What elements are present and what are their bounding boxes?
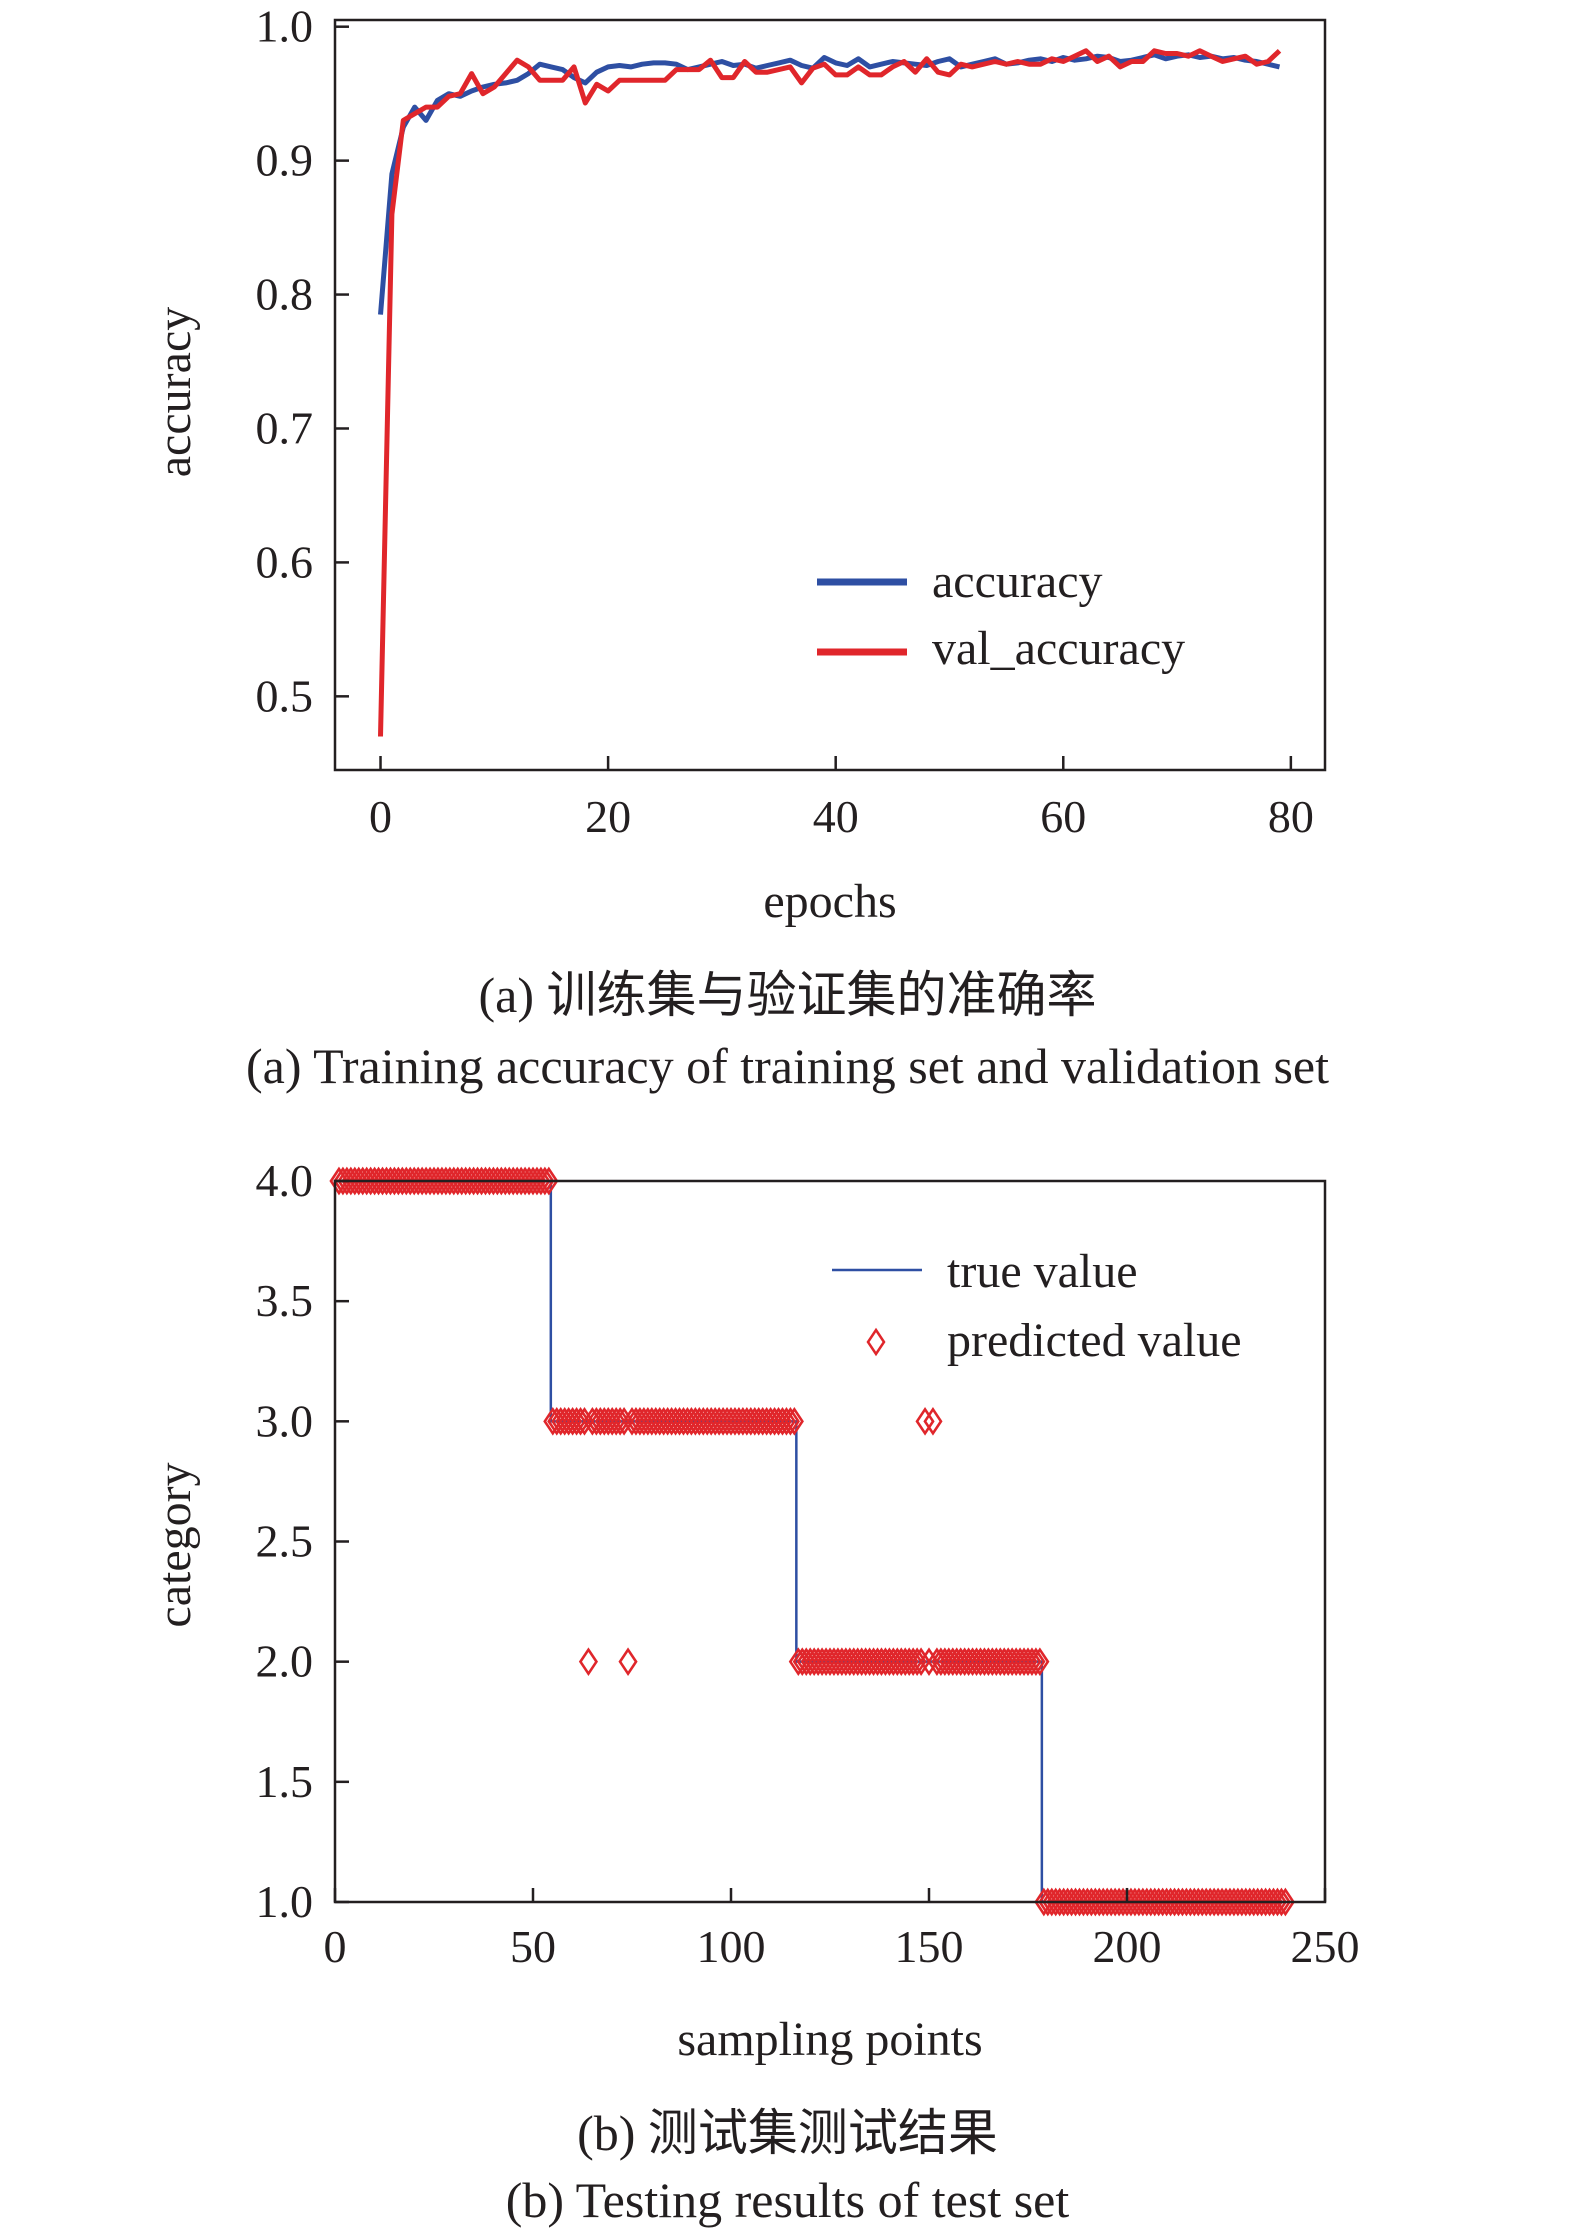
predicted-point [535, 1166, 555, 1196]
predicted-point [566, 1406, 587, 1436]
x-tick-label-b: 100 [697, 1921, 766, 1972]
legend-b: true value predicted value [832, 1245, 1242, 1367]
x-tick-label-b: 0 [324, 1921, 347, 1972]
predicted-point [1026, 1647, 1046, 1677]
predicted-point [578, 1647, 599, 1677]
y-tick-label-b: 1.5 [256, 1756, 314, 1807]
predicted-point [915, 1406, 935, 1436]
x-tick-label-b: 150 [895, 1921, 964, 1972]
caption-a-english: (a) Training accuracy of training set an… [245, 1038, 1329, 1094]
x-tick-label: 20 [585, 791, 631, 842]
predicted-point [618, 1647, 638, 1677]
series-line-val-accuracy [378, 48, 1282, 737]
predicted-point [903, 1647, 923, 1677]
x-tick-label: 60 [1040, 791, 1086, 842]
predicted-point [1271, 1887, 1292, 1917]
caption-b-english: (b) Testing results of test set [505, 2172, 1070, 2228]
legend-label-predicted-value: predicted value [947, 1314, 1242, 1367]
predicted-point [780, 1406, 800, 1436]
predicted-point [1030, 1647, 1050, 1677]
predicted-point [1267, 1887, 1288, 1917]
predicted-point [606, 1406, 626, 1436]
x-axis-label-b: sampling points [677, 2013, 982, 2066]
y-tick-label-b: 3.5 [256, 1275, 314, 1326]
y-tick-label: 1.0 [256, 1, 314, 52]
predicted-point [911, 1647, 931, 1677]
predicted-point [1022, 1647, 1042, 1677]
y-tick-label-b: 4.0 [256, 1155, 314, 1206]
predicted-point [531, 1166, 551, 1196]
predicted-point [539, 1166, 559, 1196]
y-tick-label-b: 2.5 [256, 1516, 314, 1567]
y-tick-label-b: 1.0 [256, 1876, 314, 1927]
x-tick-label-b: 250 [1291, 1921, 1360, 1972]
legend-label-val-accuracy: val_accuracy [932, 622, 1185, 675]
y-tick-label: 0.8 [256, 269, 314, 320]
y-tick-label: 0.9 [256, 135, 314, 186]
caption-a-chinese: (a) 训练集与验证集的准确率 [478, 967, 1097, 1023]
x-axis-label: epochs [763, 875, 896, 928]
legend-label-true-value: true value [947, 1245, 1138, 1298]
predicted-point [1275, 1887, 1295, 1917]
y-axis-label-b: category [148, 1462, 201, 1627]
plot-frame-b [333, 1179, 1327, 1904]
plot-frame [333, 18, 1327, 772]
y-tick-label: 0.7 [256, 402, 314, 453]
y-axis-label: accuracy [148, 307, 201, 478]
legend: accuracy val_accuracy [817, 555, 1185, 675]
x-tick-label: 0 [369, 791, 392, 842]
true-value-line [338, 1179, 1286, 1904]
x-tick-label: 40 [813, 791, 859, 842]
predicted-point [784, 1406, 804, 1436]
caption-b-chinese: (b) 测试集测试结果 [577, 2105, 998, 2161]
legend-label-accuracy: accuracy [932, 555, 1103, 608]
accuracy-chart: 0 20 40 60 80 0.5 0.6 0.7 0.8 0.9 1.0 epochs accur… [148, 1, 1327, 928]
x-tick-label: 80 [1268, 791, 1314, 842]
y-tick-label: 0.5 [256, 670, 314, 721]
x-tick-label-b: 200 [1093, 1921, 1162, 1972]
x-tick-label-b: 50 [510, 1921, 556, 1972]
y-tick-label-b: 2.0 [256, 1636, 314, 1687]
y-tick-label-b: 3.0 [256, 1395, 314, 1446]
legend-marker-predicted [866, 1327, 886, 1357]
predicted-point [776, 1406, 797, 1436]
predicted-point [923, 1406, 943, 1436]
y-tick-label: 0.6 [256, 536, 314, 587]
